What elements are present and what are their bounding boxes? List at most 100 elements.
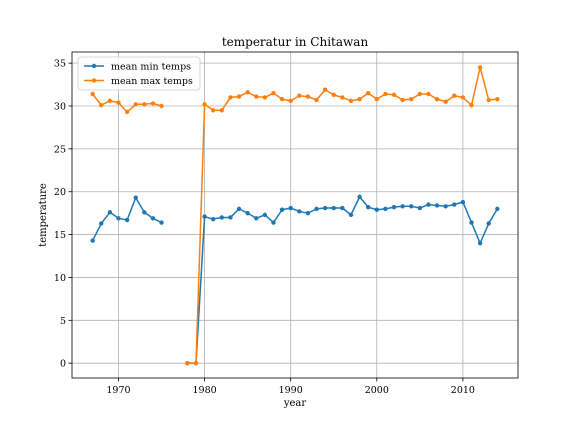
mean-min-temps-point (391, 204, 397, 210)
mean-min-temps-point (495, 206, 500, 212)
mean-max-temps-point (124, 109, 130, 115)
legend-box (77, 56, 201, 91)
y-tick-label: 15 (54, 230, 66, 241)
mean-min-temps-point (348, 212, 354, 218)
mean-max-temps-point (331, 92, 336, 98)
mean-max-temps-point (314, 97, 319, 103)
mean-min-temps-point (305, 210, 311, 216)
y-tick-label: 0 (60, 359, 66, 370)
x-axis-label: year (283, 398, 307, 409)
legend-label: mean max temps (111, 76, 193, 87)
legend-swatch-marker (91, 63, 97, 69)
mean-min-temps-point (383, 206, 388, 212)
mean-min-temps-point (288, 205, 293, 211)
mean-min-temps-point (150, 216, 156, 221)
mean-max-temps-point (469, 102, 474, 108)
mean-max-temps-point (271, 90, 276, 96)
mean-max-temps-point (443, 99, 448, 104)
mean-min-temps-point (409, 204, 414, 209)
mean-max-temps-point (262, 95, 268, 100)
legend-label: mean min temps (111, 62, 191, 73)
mean-min-temps-point (262, 212, 268, 218)
mean-min-temps-point (469, 220, 474, 225)
mean-max-temps-point (409, 96, 414, 102)
y-tick-label: 25 (54, 144, 66, 155)
y-tick-label: 30 (54, 102, 66, 113)
mean-min-temps-point (417, 205, 423, 211)
mean-min-temps-point (245, 210, 250, 216)
mean-min-temps-point (374, 207, 379, 212)
mean-min-temps-point (434, 203, 440, 208)
mean-max-temps-point (236, 94, 242, 99)
mean-max-temps-point (159, 103, 164, 109)
mean-min-temps-point (426, 202, 431, 207)
mean-max-temps-point (426, 91, 431, 97)
mean-min-temps-point (297, 209, 302, 214)
mean-min-temps-point (331, 205, 336, 211)
y-tick-label: 5 (60, 316, 66, 327)
y-tick-label: 20 (54, 187, 66, 198)
mean-min-temps-point (443, 204, 448, 209)
mean-min-temps-point (314, 206, 319, 212)
mean-max-temps-point (495, 96, 500, 102)
mean-min-temps-point (279, 207, 285, 212)
mean-min-temps-point (142, 210, 147, 215)
mean-max-temps-point (150, 101, 156, 106)
mean-max-temps-point (142, 102, 147, 107)
mean-min-temps-point (460, 199, 466, 205)
mean-min-temps-point (400, 204, 405, 209)
mean-max-temps-point (477, 65, 483, 70)
mean-max-temps-point (365, 90, 371, 96)
mean-min-temps-point (357, 194, 362, 200)
mean-max-temps-point (90, 91, 95, 97)
x-tick-label: 2000 (365, 385, 389, 396)
mean-min-temps-point (133, 195, 138, 200)
mean-min-temps-point (322, 205, 328, 211)
mean-max-temps-point (417, 91, 423, 97)
mean-max-temps-point (245, 90, 250, 95)
series-layer (90, 65, 500, 366)
mean-min-temps-point (254, 216, 259, 221)
mean-min-temps-point (107, 210, 113, 215)
mean-max-temps-point (211, 108, 216, 113)
x-tick-label: 1990 (279, 385, 303, 396)
mean-max-temps-point (374, 96, 379, 102)
y-tick-label: 10 (54, 273, 66, 284)
mean-min-temps-point (452, 202, 457, 207)
mean-min-temps-point (340, 205, 345, 211)
mean-max-temps-point (185, 360, 190, 366)
x-tick-label: 2010 (451, 385, 475, 396)
mean-min-temps-point (477, 240, 483, 246)
mean-max-temps-point (202, 102, 207, 107)
mean-max-temps-point (322, 87, 328, 92)
mean-max-temps-point (228, 95, 233, 100)
mean-min-temps-point (116, 216, 121, 221)
mean-max-temps-point (452, 93, 457, 98)
mean-max-temps-point (357, 96, 362, 102)
x-tick-label: 1980 (193, 385, 217, 396)
mean-min-temps-point (271, 220, 276, 225)
mean-max-temps-point (383, 91, 388, 97)
mean-max-temps-point (219, 108, 225, 113)
mean-min-temps-point (486, 221, 491, 226)
mean-max-temps-point (193, 360, 199, 366)
y-tick-label: 35 (54, 59, 66, 70)
mean-max-temps-point (133, 102, 138, 107)
mean-min-temps-point (124, 217, 130, 223)
mean-max-temps-point (254, 94, 259, 99)
mean-max-temps-point (305, 94, 311, 99)
mean-min-temps-point (365, 204, 371, 210)
mean-min-temps-point (99, 221, 104, 226)
mean-max-temps-point (340, 95, 345, 100)
chart-title: temperatur in Chitawan (222, 35, 369, 49)
legend-swatch-marker (91, 78, 97, 83)
mean-min-temps-point (202, 214, 207, 219)
mean-min-temps-point (219, 215, 225, 220)
x-tick-label: 1970 (106, 385, 130, 396)
mean-max-temps-point (107, 98, 113, 104)
mean-min-temps-point (211, 216, 216, 222)
mean-max-temps-point (486, 97, 491, 103)
y-axis-label: temperature (38, 183, 49, 247)
mean-min-temps-point (236, 206, 242, 212)
